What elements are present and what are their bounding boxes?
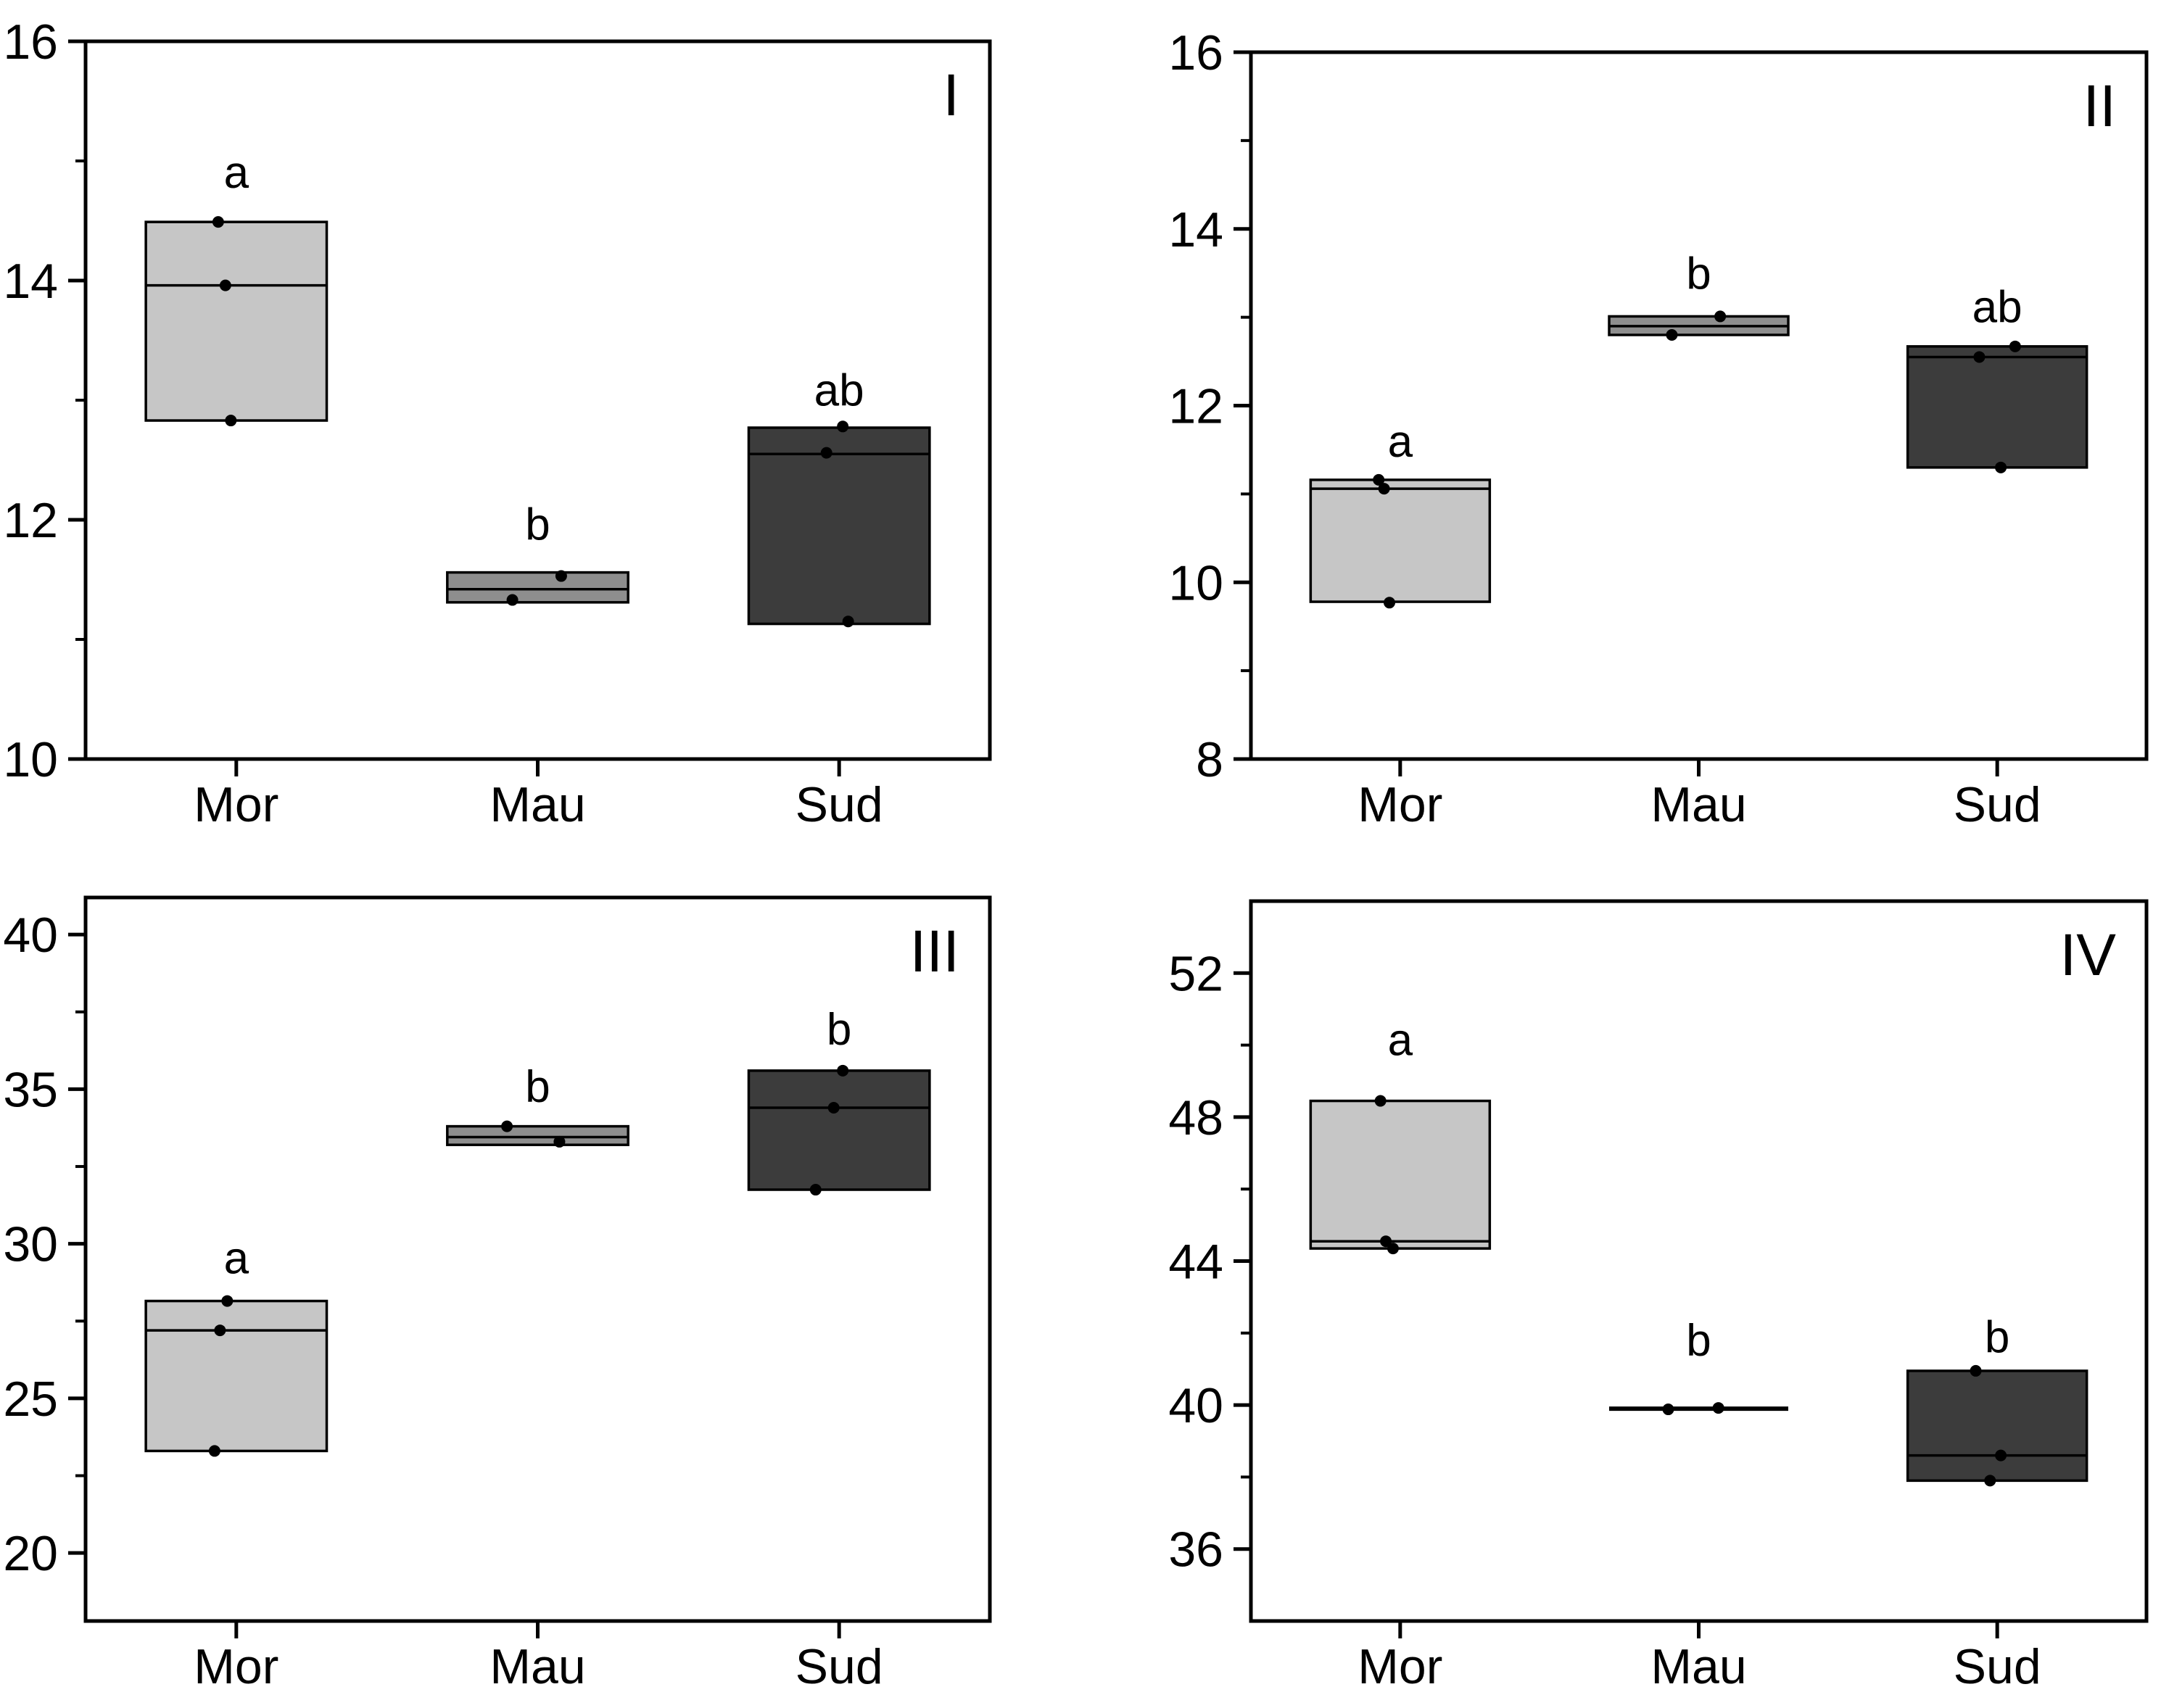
data-point [225,415,237,427]
data-point [837,420,849,433]
data-point [553,1135,566,1148]
data-point [1712,1402,1724,1414]
data-point [1995,461,2007,473]
significance-letter: b [1985,1312,2009,1362]
box-mor [144,220,329,422]
panel-label: III [910,919,959,984]
x-category-label: Mor [1358,777,1442,832]
panel-label: IV [2060,922,2117,988]
plot-frame [1249,899,2149,1623]
y-tick-label: 14 [1168,202,1223,257]
x-category-label: Mau [1650,777,1746,832]
data-point [1374,1095,1387,1107]
data-point [809,1184,822,1196]
box-mor [1309,1099,1492,1250]
y-tick-label: 20 [3,1526,58,1581]
y-tick-label: 40 [1168,1378,1223,1433]
significance-letter: ab [814,366,864,416]
box-mor [1309,478,1492,603]
x-category-label: Mau [1650,1639,1746,1694]
x-category-label: Mau [489,777,585,832]
data-point [837,1064,849,1077]
y-tick-label: 30 [3,1217,58,1272]
data-point [1380,1235,1392,1248]
data-point [1373,473,1385,486]
significance-letter: b [1686,1316,1711,1366]
y-tick-label: 44 [1168,1235,1223,1290]
significance-letter: b [1686,249,1711,299]
y-tick-label: 52 [1168,946,1223,1001]
data-point [1970,1364,1982,1377]
significance-letter: a [224,1234,249,1284]
x-category-label: Sud [1954,777,2041,832]
y-tick-label: 8 [1196,732,1223,787]
data-point [214,1324,226,1337]
box-sud [747,1069,931,1191]
x-category-label: Mor [1358,1639,1442,1694]
data-point [1384,597,1396,609]
y-tick-label: 25 [3,1372,58,1427]
data-point [1984,1475,1996,1487]
data-point [2009,340,2021,352]
y-tick-label: 12 [3,493,58,548]
box-mau [446,1124,629,1146]
data-point [1666,329,1678,341]
y-tick-label: 12 [1168,379,1223,434]
x-category-label: Sud [796,777,883,832]
data-point [208,1445,220,1457]
y-tick-label: 36 [1168,1522,1223,1578]
y-tick-label: 40 [3,908,58,963]
data-point [1973,351,1986,363]
box-mor [144,1299,329,1453]
y-tick-label: 10 [1168,555,1223,610]
x-category-label: Mor [194,1639,278,1694]
boxplot-panel-II: 8 10 12 14 16 Mor a Mau b Sud ab II [1080,0,2161,854]
data-point [820,447,832,459]
data-point [219,279,231,291]
x-category-label: Sud [796,1639,883,1694]
x-category-label: Mor [194,777,278,832]
significance-letter: a [1388,417,1413,467]
box-sud [747,426,931,626]
data-point [842,615,854,628]
panel-label: II [2083,73,2116,139]
data-point [212,216,224,228]
box-sud [1906,1369,2088,1483]
boxplot-panel-IV: 36 40 44 48 52 Mor a Mau b Sud b IV [1080,854,2161,1708]
significance-letter: ab [1972,283,2022,333]
x-category-label: Sud [1954,1639,2041,1694]
data-point [501,1120,513,1132]
data-point [506,594,518,606]
y-tick-label: 35 [3,1062,58,1117]
significance-letter: b [827,1005,851,1055]
significance-letter: a [1388,1016,1413,1066]
boxplot-panel-I: 10 12 14 16 Mor a Mau b Sud ab I [0,0,1080,854]
data-point [1378,483,1390,495]
data-point [1387,1243,1399,1255]
data-point [1714,310,1727,323]
y-tick-label: 48 [1168,1090,1223,1145]
data-point [221,1295,234,1307]
data-point [1662,1404,1674,1416]
y-tick-label: 16 [1168,25,1223,80]
box-mau [446,571,629,604]
significance-letter: b [525,499,550,550]
y-tick-label: 10 [3,732,58,787]
panel-label: I [943,62,959,128]
y-tick-label: 14 [3,254,58,309]
x-category-label: Mau [489,1639,585,1694]
box-sud [1906,345,2088,469]
data-point [555,570,567,582]
significance-letter: b [525,1062,550,1112]
data-point [827,1102,840,1114]
y-tick-label: 16 [3,14,58,70]
significance-letter: a [224,148,249,198]
boxplot-panel-III: 20 25 30 35 40 Mor a Mau b Sud b III [0,854,1080,1708]
plot-frame [83,895,992,1623]
data-point [1995,1449,2007,1462]
